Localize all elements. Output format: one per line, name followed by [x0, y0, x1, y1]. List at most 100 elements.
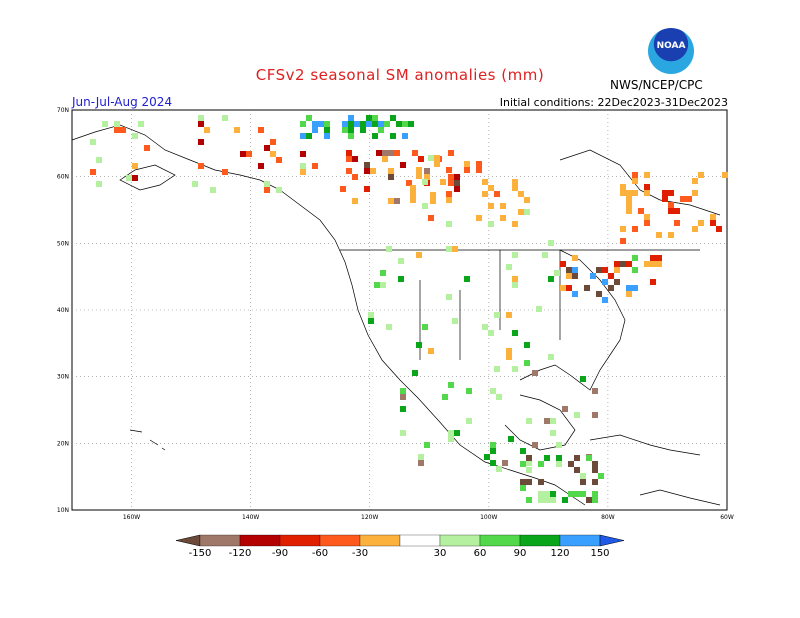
- map-frame: [71, 109, 728, 511]
- anomaly-cell: [526, 479, 532, 485]
- anomaly-cell: [454, 186, 460, 192]
- anomaly-cell: [692, 226, 698, 232]
- colorbar-tick-label: -30: [352, 548, 368, 559]
- anomaly-cell: [354, 121, 360, 127]
- graticule: 70N 60N 50N 40N 30N 20N 10N 160W 140W 120W 100W 80W…: [57, 107, 734, 521]
- anomaly-cell: [300, 151, 306, 157]
- anomaly-cell: [574, 467, 580, 473]
- anomaly-cell: [120, 127, 126, 133]
- anomaly-cell: [556, 461, 562, 467]
- anomaly-cell: [448, 430, 454, 436]
- anomaly-cell: [526, 497, 532, 503]
- anomaly-cell: [490, 442, 496, 448]
- anomaly-cell: [410, 191, 416, 197]
- anomaly-cell: [270, 151, 276, 157]
- anomaly-cell: [512, 330, 518, 336]
- anomaly-cell: [650, 255, 656, 261]
- anomaly-cell: [476, 167, 482, 173]
- anomaly-cell: [96, 181, 102, 187]
- anomaly-cell: [422, 179, 428, 185]
- anomaly-cell: [620, 226, 626, 232]
- anomaly-cell: [448, 382, 454, 388]
- anomaly-cell: [592, 479, 598, 485]
- anomaly-cell: [346, 156, 352, 162]
- anomaly-cell: [506, 348, 512, 354]
- anomaly-cell: [490, 388, 496, 394]
- anomaly-cell: [476, 161, 482, 167]
- anomaly-cell: [560, 261, 566, 267]
- anomaly-cell: [722, 172, 728, 178]
- anomaly-cell: [396, 121, 402, 127]
- anomaly-cell: [446, 197, 452, 203]
- anomaly-cell: [240, 151, 246, 157]
- anomaly-cell: [380, 270, 386, 276]
- colorbar-segment: [199, 534, 241, 547]
- anomaly-cell: [680, 196, 686, 202]
- anomaly-cell: [222, 169, 228, 175]
- anomaly-cell: [520, 485, 526, 491]
- anomaly-cell: [366, 115, 372, 121]
- anomaly-cells: [90, 115, 728, 503]
- anomaly-cell: [550, 491, 556, 497]
- anomaly-cell: [416, 167, 422, 173]
- anomaly-cell: [418, 156, 424, 162]
- anomaly-cell: [378, 121, 384, 127]
- anomaly-cell: [584, 285, 590, 291]
- anomaly-cell: [446, 294, 452, 300]
- anomaly-cell: [482, 324, 488, 330]
- anomaly-cell: [348, 133, 354, 139]
- anomaly-cell: [626, 261, 632, 267]
- anomaly-cell: [90, 169, 96, 175]
- colorbar-segment: [479, 534, 521, 547]
- lat-label: 60N: [57, 174, 69, 181]
- anomaly-cell: [448, 180, 454, 186]
- anomaly-cell: [550, 418, 556, 424]
- noaa-logo-icon: NOAA: [648, 28, 694, 74]
- anomaly-cell: [466, 418, 472, 424]
- anomaly-cell: [378, 127, 384, 133]
- anomaly-cell: [524, 360, 530, 366]
- anomaly-cell: [408, 121, 414, 127]
- anomaly-cell: [390, 133, 396, 139]
- anomaly-cell: [596, 267, 602, 273]
- anomaly-cell: [668, 190, 674, 196]
- anomaly-cell: [692, 190, 698, 196]
- anomaly-cell: [352, 156, 358, 162]
- anomaly-cell: [276, 187, 282, 193]
- anomaly-cell: [446, 167, 452, 173]
- anomaly-cell: [580, 491, 586, 497]
- anomaly-cell: [440, 179, 446, 185]
- anomaly-cell: [114, 127, 120, 133]
- chart-title: CFSv2 seasonal SM anomalies (mm): [255, 66, 545, 84]
- anomaly-cell: [592, 467, 598, 473]
- anomaly-cell: [430, 198, 436, 204]
- anomaly-cell: [464, 167, 470, 173]
- lon-label: 60W: [720, 514, 734, 521]
- anomaly-cell: [512, 282, 518, 288]
- anomaly-cell: [306, 115, 312, 121]
- anomaly-cell: [90, 139, 96, 145]
- anomaly-cell: [400, 388, 406, 394]
- colorbar-tick-label: -150: [189, 548, 212, 559]
- anomaly-cell: [482, 191, 488, 197]
- anomaly-cell: [586, 455, 592, 461]
- anomaly-cell: [324, 127, 330, 133]
- anomaly-cell: [368, 312, 374, 318]
- anomaly-cell: [348, 121, 354, 127]
- anomaly-cell: [398, 276, 404, 282]
- anomaly-cell: [502, 460, 508, 466]
- anomaly-cell: [400, 406, 406, 412]
- anomaly-cell: [102, 121, 108, 127]
- lon-label: 80W: [601, 514, 615, 521]
- anomaly-cell: [590, 273, 596, 279]
- anomaly-cell: [526, 467, 532, 473]
- anomaly-cell: [554, 270, 560, 276]
- anomaly-cell: [592, 412, 598, 418]
- anomaly-cell: [300, 121, 306, 127]
- anomaly-cell: [382, 156, 388, 162]
- anomaly-cell: [512, 252, 518, 258]
- anomaly-cell: [482, 179, 488, 185]
- anomaly-cell: [524, 342, 530, 348]
- anomaly-cell: [448, 174, 454, 180]
- lat-label: 30N: [57, 374, 69, 381]
